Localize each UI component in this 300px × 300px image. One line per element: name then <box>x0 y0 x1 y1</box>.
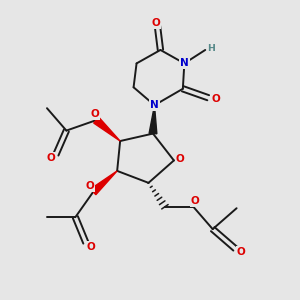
Text: H: H <box>207 44 215 53</box>
Text: O: O <box>46 153 55 163</box>
Text: N: N <box>180 58 189 68</box>
Text: O: O <box>211 94 220 104</box>
Text: O: O <box>90 109 99 119</box>
Text: O: O <box>176 154 184 164</box>
Text: O: O <box>152 18 160 28</box>
Polygon shape <box>94 117 120 141</box>
Text: O: O <box>85 182 94 191</box>
Text: O: O <box>237 247 245 256</box>
Polygon shape <box>149 105 157 134</box>
Text: O: O <box>87 242 95 252</box>
Text: N: N <box>150 100 159 110</box>
Polygon shape <box>91 171 117 195</box>
Text: O: O <box>190 196 199 206</box>
